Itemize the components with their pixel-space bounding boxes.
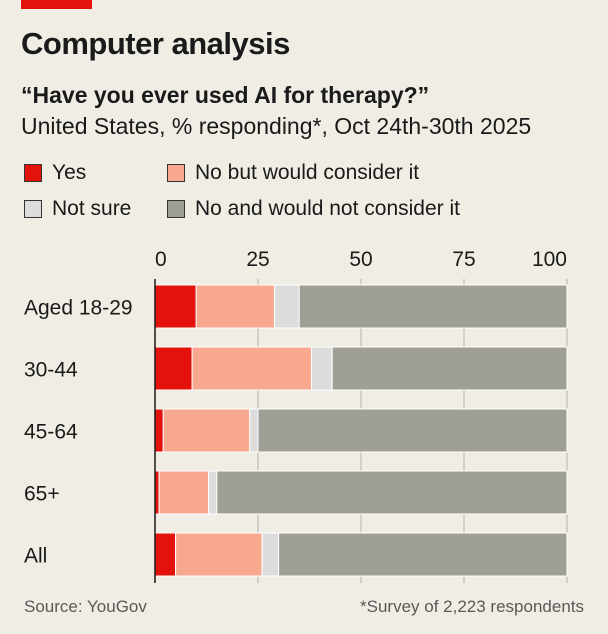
bar-segment <box>331 346 568 391</box>
chart-title: Computer analysis <box>21 26 290 61</box>
bar-segment <box>191 346 313 391</box>
legend-label-consider: No but would consider it <box>195 161 420 184</box>
bar-segment <box>216 470 568 515</box>
legend-label-not-sure: Not sure <box>52 197 132 220</box>
bar-segment <box>249 408 259 453</box>
bar-segment <box>154 408 164 453</box>
x-tick-label: 75 <box>452 248 475 271</box>
category-label: 45-64 <box>24 421 78 444</box>
x-tick-label: 100 <box>532 248 567 271</box>
bar-segment <box>154 346 193 391</box>
legend-item-not-sure: Not sure <box>24 197 131 221</box>
survey-footnote: *Survey of 2,223 respondents <box>360 597 584 616</box>
source-note: Source: YouGov <box>24 597 147 616</box>
bar-segment <box>257 408 568 453</box>
legend-swatch-not-consider <box>167 200 185 218</box>
legend-label-not-consider: No and would not consider it <box>195 197 460 220</box>
x-tick-label: 50 <box>349 248 372 271</box>
category-label: All <box>24 545 47 568</box>
legend-item-consider: No but would consider it <box>167 161 419 185</box>
bar-segment <box>195 284 275 329</box>
legend-swatch-yes <box>24 164 42 182</box>
bar-segment <box>278 532 568 577</box>
bar-segment <box>298 284 568 329</box>
legend-swatch-consider <box>167 164 185 182</box>
legend-item-not-consider: No and would not consider it <box>167 197 460 221</box>
bar-segment <box>154 532 177 577</box>
category-label: 65+ <box>24 483 60 506</box>
bar-segment <box>208 470 218 515</box>
legend-label-yes: Yes <box>52 161 87 184</box>
chart-subtitle: “Have you ever used AI for therapy?” <box>21 82 430 108</box>
category-label: Aged 18-29 <box>24 297 133 320</box>
x-tick-label: 0 <box>155 248 167 271</box>
legend-item-yes: Yes <box>24 161 86 185</box>
bar-segment <box>261 532 280 577</box>
bar-segment <box>154 284 197 329</box>
chart-description: United States, % responding*, Oct 24th-3… <box>21 113 532 139</box>
legend-swatch-not-sure <box>24 200 42 218</box>
bar-segment <box>273 284 300 329</box>
bar-segment <box>158 470 210 515</box>
brand-tag <box>21 0 92 9</box>
x-tick-label: 25 <box>246 248 269 271</box>
bar-segment <box>311 346 333 391</box>
bar-segment <box>162 408 251 453</box>
category-label: 30-44 <box>24 359 78 382</box>
bar-segment <box>175 532 263 577</box>
